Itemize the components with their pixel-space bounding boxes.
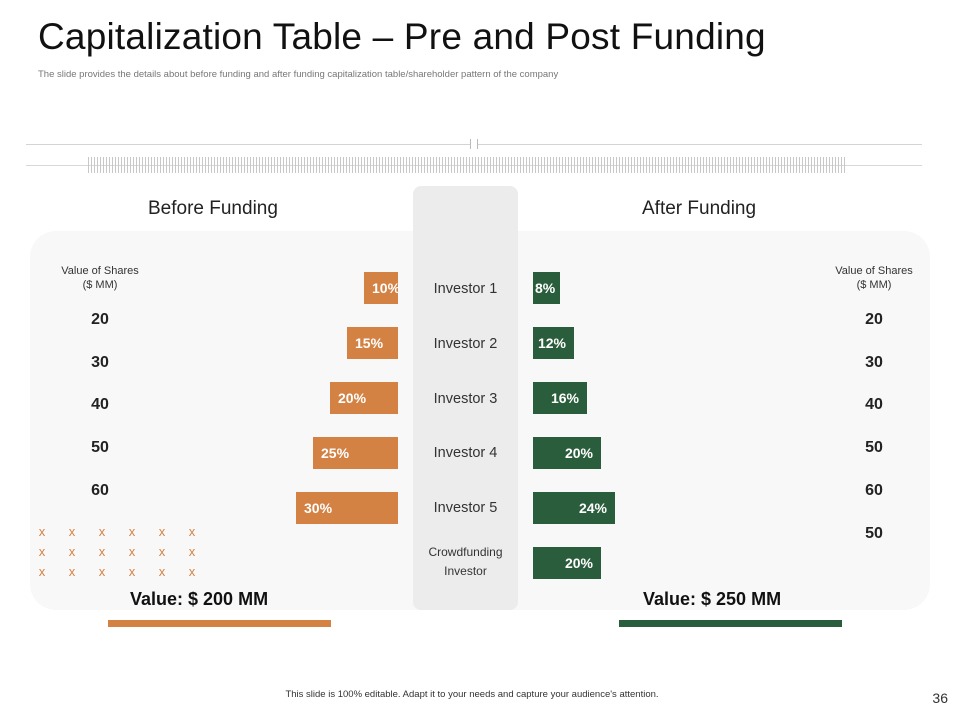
x-mark: x: [158, 544, 166, 559]
after-bar-crowdfunding: 20%: [533, 547, 601, 579]
after-shares-label: Value of Shares ($ MM): [819, 264, 929, 292]
after-total-value: Value: $ 250 MM: [643, 589, 782, 609]
before-total-value: Value: $ 200 MM: [130, 589, 269, 609]
after-share-value: 30: [865, 354, 883, 371]
after-bar-investor-1: 8%: [533, 272, 560, 304]
after-underline: [619, 620, 842, 627]
before-shares-label: Value of Shares ($ MM): [45, 264, 155, 292]
investor-label: Investor 3: [433, 391, 498, 407]
x-mark: x: [38, 564, 46, 579]
x-mark: x: [98, 524, 106, 539]
page-subtitle: The slide provides the details about bef…: [38, 69, 559, 80]
after-funding-heading: After Funding: [642, 198, 757, 219]
before-bar-investor-4: 25%: [313, 437, 398, 469]
before-bar-investor-2: 15%: [347, 327, 398, 359]
before-bar-investor-5: 30%: [296, 492, 398, 524]
after-bar-investor-3: 16%: [533, 382, 587, 414]
after-share-value: 40: [865, 396, 883, 413]
x-mark: x: [38, 524, 46, 539]
after-share-value: 50: [865, 439, 883, 456]
divider-ticks: [88, 157, 846, 173]
after-bar-investor-2: 12%: [533, 327, 574, 359]
page-number: 36: [932, 690, 948, 706]
footer-note: This slide is 100% editable. Adapt it to…: [285, 689, 659, 700]
shares-label-unit: ($ MM): [82, 279, 118, 291]
x-mark-grid: x x x x x x x x x x x x x x x x x x: [27, 523, 197, 581]
after-share-value: 50: [865, 525, 883, 542]
investor-label: Investor 1: [433, 281, 498, 297]
before-share-value: 60: [91, 482, 109, 499]
x-mark: x: [128, 524, 136, 539]
crowdfunding-line2: Investor: [444, 564, 487, 578]
investor-column: [413, 186, 518, 610]
after-share-value: 60: [865, 482, 883, 499]
x-mark: x: [188, 524, 196, 539]
investor-label: Investor 4: [433, 445, 498, 461]
shares-label-text: Value of Shares: [835, 265, 913, 277]
after-share-value: 20: [865, 311, 883, 328]
investor-label: Investor 2: [433, 336, 498, 352]
x-mark: x: [68, 544, 76, 559]
crowdfunding-investor-label: Crowdfunding Investor: [418, 543, 513, 581]
before-bar-investor-1: 10%: [364, 272, 398, 304]
x-mark: x: [98, 544, 106, 559]
after-bar-investor-5: 24%: [533, 492, 615, 524]
x-mark: x: [68, 564, 76, 579]
x-mark: x: [38, 544, 46, 559]
shares-label-unit: ($ MM): [856, 279, 892, 291]
x-mark: x: [158, 524, 166, 539]
shares-label-text: Value of Shares: [61, 265, 139, 277]
page-title: Capitalization Table – Pre and Post Fund…: [38, 16, 766, 57]
before-share-value: 40: [91, 396, 109, 413]
before-underline: [108, 620, 331, 627]
x-mark: x: [68, 524, 76, 539]
before-funding-heading: Before Funding: [148, 198, 278, 219]
before-share-value: 50: [91, 439, 109, 456]
before-bar-investor-3: 20%: [330, 382, 398, 414]
after-bar-investor-4: 20%: [533, 437, 601, 469]
before-share-value: 30: [91, 354, 109, 371]
before-share-value: 20: [91, 311, 109, 328]
investor-label: Investor 5: [433, 500, 498, 516]
crowdfunding-line1: Crowdfunding: [428, 545, 503, 559]
x-mark: x: [188, 544, 196, 559]
x-mark: x: [128, 564, 136, 579]
x-mark: x: [128, 544, 136, 559]
x-mark: x: [188, 564, 196, 579]
x-mark: x: [158, 564, 166, 579]
x-mark: x: [98, 564, 106, 579]
divider-mark: [470, 139, 478, 149]
